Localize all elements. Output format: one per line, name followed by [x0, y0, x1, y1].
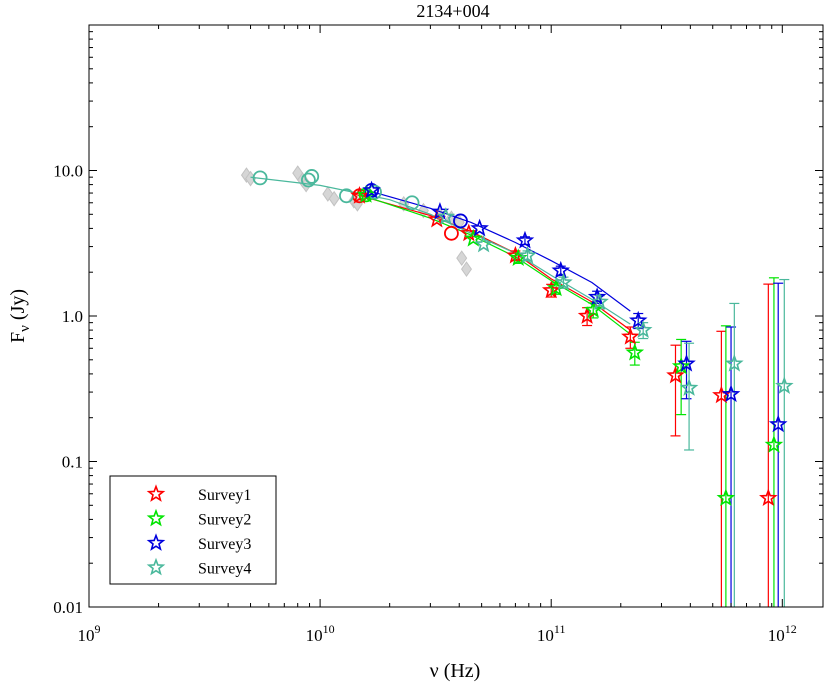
archival-point — [460, 261, 473, 277]
star-point-series-4 — [633, 320, 653, 339]
circle-point-series-4 — [301, 172, 316, 188]
error-bar-series-4 — [729, 302, 740, 607]
legend-star-icon — [146, 484, 166, 502]
legend-label: Survey2 — [198, 512, 251, 529]
star-point-series-1 — [666, 365, 685, 384]
error-bar-series-1 — [716, 330, 727, 607]
legend-item: Survey4 — [146, 557, 251, 578]
x-tick-label: 1012 — [768, 622, 797, 645]
star-point-series-1 — [712, 385, 731, 404]
chart-title: 2134+004 — [416, 1, 489, 21]
star-point-series-4 — [725, 353, 744, 372]
y-axis-label: Fν (Jy) — [7, 289, 33, 343]
plot-area — [240, 165, 794, 607]
star-point-series-3 — [362, 180, 381, 199]
star-point-series-4 — [554, 272, 573, 291]
legend-star-icon — [146, 508, 166, 527]
star-point-series-3 — [721, 384, 741, 403]
error-bar-series-1 — [670, 344, 681, 437]
legend-star-icon — [146, 533, 166, 551]
star-point-series-4 — [436, 207, 456, 225]
star-point-series-1 — [621, 326, 640, 345]
star-point-series-4 — [774, 376, 794, 394]
star-point-series-4 — [590, 292, 609, 310]
circle-point-series-3 — [453, 213, 468, 229]
circle-point-series-4 — [304, 169, 320, 184]
star-point-series-3 — [551, 260, 571, 279]
y-tick-label: 0.1 — [62, 453, 83, 472]
star-point-series-3 — [628, 310, 648, 329]
archival-point — [328, 190, 340, 207]
x-axis-label: ν (Hz) — [430, 660, 481, 682]
star-point-series-2 — [764, 435, 784, 453]
y-axis-label-sub: ν — [17, 325, 33, 332]
error-bar-series-4 — [779, 278, 790, 607]
circle-point-series-4 — [252, 170, 268, 186]
star-point-series-1 — [350, 186, 369, 204]
legend-label: Survey3 — [198, 536, 251, 553]
error-bar-series-1 — [763, 283, 774, 607]
circle-point-series-4 — [339, 188, 354, 204]
circle-point-series-4 — [404, 195, 420, 211]
star-point-series-3 — [470, 218, 489, 237]
y-axis-label-main: F — [7, 332, 29, 343]
legend-item: Survey2 — [146, 508, 251, 529]
legend-item: Survey3 — [146, 533, 251, 553]
error-bar-series-3 — [773, 282, 784, 607]
error-bar-series-2 — [676, 338, 687, 416]
star-point-series-4 — [474, 234, 493, 253]
star-point-series-2 — [546, 278, 566, 297]
fit-line-series-4 — [250, 176, 631, 325]
star-point-series-3 — [587, 287, 607, 305]
legend-label: Survey1 — [198, 487, 251, 504]
fit-line-series-3 — [367, 189, 631, 312]
legend-box — [109, 475, 277, 585]
legend-item: Survey1 — [146, 484, 251, 504]
y-axis-label-unit: (Jy) — [7, 289, 29, 325]
star-point-series-4 — [518, 245, 537, 264]
circle-point-series-1 — [444, 225, 459, 241]
y-tick-label: 0.01 — [53, 598, 83, 617]
star-point-series-2 — [716, 488, 736, 507]
y-tick-label: 10.0 — [53, 162, 83, 181]
axis-ticks: 109 1010 1011 1012 0.01 0.1 1.0 10.0 — [53, 25, 823, 645]
legend-label: Survey4 — [198, 561, 251, 578]
error-bar-series-2 — [720, 325, 731, 607]
star-point-series-1 — [759, 488, 778, 507]
x-tick-label: 1011 — [537, 622, 566, 645]
legend: Survey1 Survey2 Survey3 Survey4 — [109, 475, 277, 585]
x-tick-label: 1010 — [306, 622, 335, 645]
star-point-series-2 — [583, 300, 603, 318]
star-point-series-2 — [625, 342, 645, 361]
y-tick-label: 1.0 — [62, 307, 83, 326]
error-bar-series-2 — [768, 277, 779, 607]
star-point-series-3 — [677, 353, 696, 372]
star-point-series-2 — [463, 228, 483, 247]
star-point-series-3 — [768, 414, 788, 433]
x-tick-label: 109 — [78, 622, 101, 645]
archival-point — [456, 250, 468, 266]
star-point-series-4 — [679, 378, 699, 396]
star-point-series-2 — [671, 356, 691, 375]
star-point-series-3 — [515, 230, 535, 249]
legend-star-icon — [146, 557, 166, 576]
archival-point — [417, 202, 429, 219]
